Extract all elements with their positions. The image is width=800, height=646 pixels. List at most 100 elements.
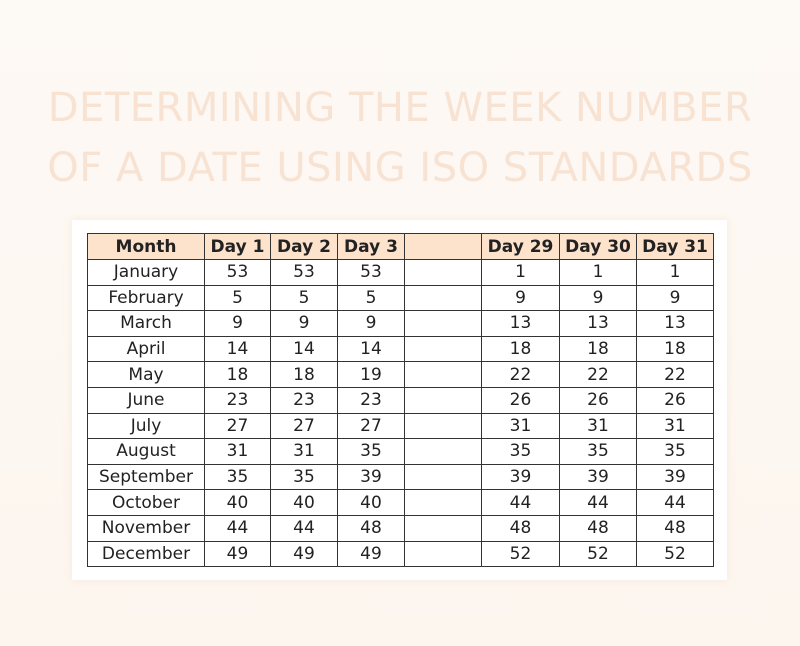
cell: 44 (481, 489, 560, 516)
cell: 9 (270, 310, 338, 337)
cell: 49 (270, 540, 338, 568)
cell: 13 (481, 310, 560, 337)
cell: 27 (337, 412, 405, 440)
gap-cell (404, 540, 482, 568)
gap-cell (404, 361, 482, 388)
data-row: August 31 31 35 35 35 35 (87, 438, 714, 465)
cell: 48 (559, 514, 637, 542)
cell: 44 (270, 514, 338, 542)
cell: 5 (337, 284, 405, 312)
cell: 31 (204, 438, 271, 465)
cell: 19 (337, 361, 405, 388)
cell: 35 (481, 438, 560, 465)
header-row: Month Day 1 Day 2 Day 3 Day 29 Day 30 Day 31 (87, 233, 714, 260)
title: DETERMINING THE WEEK NUMBER OF A DATE US… (0, 78, 800, 198)
month-cell: July (87, 412, 205, 440)
title-line: DETERMINING THE WEEK NUMBER (47, 85, 753, 131)
month-cell: March (87, 310, 205, 337)
cell: 53 (204, 259, 271, 286)
cell: 5 (204, 284, 271, 312)
gap-cell (404, 463, 482, 491)
cell: 39 (559, 463, 637, 491)
cell: 13 (636, 310, 714, 337)
title-line: OF A DATE USING ISO STANDARDS (47, 145, 753, 191)
data-row: December 49 49 49 52 52 52 (87, 540, 714, 568)
gap-cell (404, 489, 482, 516)
month-cell: August (87, 438, 205, 465)
cell: 13 (559, 310, 637, 337)
header-cell: Day 3 (337, 233, 405, 260)
month-cell: June (87, 386, 205, 414)
cell: 52 (636, 540, 714, 568)
month-cell: February (87, 284, 205, 312)
cell: 18 (481, 335, 560, 363)
cell: 35 (204, 463, 271, 491)
cell: 52 (559, 540, 637, 568)
cell: 44 (636, 489, 714, 516)
cell: 26 (481, 386, 560, 414)
cell: 48 (337, 514, 405, 542)
cell: 1 (481, 259, 560, 286)
cell: 39 (337, 463, 405, 491)
gap-cell (404, 233, 482, 260)
data-row: September 35 35 39 39 39 39 (87, 463, 714, 491)
month-cell: January (87, 259, 205, 286)
data-row: March 9 9 9 13 13 13 (87, 310, 714, 337)
header-cell: Day 31 (636, 233, 714, 260)
cell: 49 (337, 540, 405, 568)
cell: 31 (270, 438, 338, 465)
cell: 5 (270, 284, 338, 312)
gap-cell (404, 412, 482, 440)
cell: 9 (559, 284, 637, 312)
month-cell: December (87, 540, 205, 568)
cell: 9 (204, 310, 271, 337)
cell: 18 (204, 361, 271, 388)
cell: 35 (270, 463, 338, 491)
cell: 9 (481, 284, 560, 312)
cell: 1 (559, 259, 637, 286)
cell: 22 (481, 361, 560, 388)
cell: 40 (270, 489, 338, 516)
cell: 27 (204, 412, 271, 440)
header-cell: Day 29 (481, 233, 560, 260)
data-row: November 44 44 48 48 48 48 (87, 514, 714, 542)
cell: 44 (204, 514, 271, 542)
data-row: October 40 40 40 44 44 44 (87, 489, 714, 516)
header-cell: Day 2 (270, 233, 338, 260)
data-row: July 27 27 27 31 31 31 (87, 412, 714, 440)
cell: 14 (270, 335, 338, 363)
cell: 9 (636, 284, 714, 312)
cell: 23 (270, 386, 338, 414)
cell: 39 (481, 463, 560, 491)
cell: 14 (337, 335, 405, 363)
cell: 27 (270, 412, 338, 440)
data-row: May 18 18 19 22 22 22 (87, 361, 714, 388)
cell: 14 (204, 335, 271, 363)
month-cell: September (87, 463, 205, 491)
header-cell: Day 30 (559, 233, 637, 260)
gap-cell (404, 438, 482, 465)
cell: 44 (559, 489, 637, 516)
gap-cell (404, 259, 482, 286)
cell: 48 (481, 514, 560, 542)
data-row: February 5 5 5 9 9 9 (87, 284, 714, 312)
cell: 35 (636, 438, 714, 465)
cell: 9 (337, 310, 405, 337)
gap-cell (404, 386, 482, 414)
gap-cell (404, 335, 482, 363)
month-cell: October (87, 489, 205, 516)
cell: 35 (337, 438, 405, 465)
data-row: January 53 53 53 1 1 1 (87, 259, 714, 286)
gap-cell (404, 284, 482, 312)
month-cell: November (87, 514, 205, 542)
cell: 49 (204, 540, 271, 568)
data-row: April 14 14 14 18 18 18 (87, 335, 714, 363)
data-row: June 23 23 23 26 26 26 (87, 386, 714, 414)
cell: 23 (337, 386, 405, 414)
cell: 26 (559, 386, 637, 414)
cell: 18 (270, 361, 338, 388)
cell: 18 (559, 335, 637, 363)
cell: 48 (636, 514, 714, 542)
header-cell: Month (87, 233, 205, 260)
